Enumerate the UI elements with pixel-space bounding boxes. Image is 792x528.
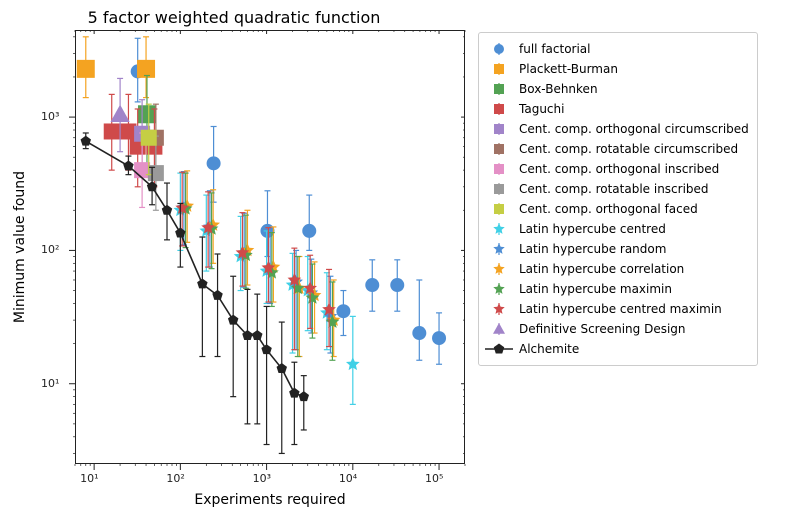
legend-label: Definitive Screening Design [519,322,686,336]
legend-label: Latin hypercube correlation [519,262,684,276]
legend-label: Alchemite [519,342,579,356]
legend-label: Cent. comp. rotatable inscribed [519,182,709,196]
legend-item: Latin hypercube centred [485,219,749,239]
legend-swatch [485,142,513,156]
legend-swatch [485,202,513,216]
legend-item: full factorial [485,39,749,59]
legend-item: Cent. comp. rotatable inscribed [485,179,749,199]
legend-swatch [485,62,513,76]
legend-label: Cent. comp. orthogonal faced [519,202,698,216]
legend-swatch [485,122,513,136]
legend-item: Taguchi [485,99,749,119]
legend-label: Latin hypercube maximin [519,282,672,296]
legend-swatch [485,162,513,176]
y-tick-label: 10² [41,243,59,256]
legend-item: Plackett-Burman [485,59,749,79]
legend-label: Cent. comp. rotatable circumscribed [519,142,738,156]
legend-item: Latin hypercube correlation [485,259,749,279]
legend-label: Latin hypercube random [519,242,666,256]
chart-container: 5 factor weighted quadratic function Exp… [0,0,792,528]
x-tick-label: 10³ [253,472,271,485]
legend-swatch [485,222,513,236]
legend-item: Definitive Screening Design [485,319,749,339]
x-tick-label: 10¹ [80,472,98,485]
legend-swatch [485,282,513,296]
legend-swatch [485,262,513,276]
legend-label: Plackett-Burman [519,62,618,76]
legend-label: full factorial [519,42,591,56]
legend-swatch [485,42,513,56]
legend-item: Cent. comp. orthogonal circumscribed [485,119,749,139]
legend-swatch [485,102,513,116]
legend-label: Latin hypercube centred [519,222,666,236]
legend-item: Cent. comp. rotatable circumscribed [485,139,749,159]
legend-swatch [485,242,513,256]
legend-item: Latin hypercube centred maximin [485,299,749,319]
legend-swatch [485,322,513,336]
legend-item: Latin hypercube maximin [485,279,749,299]
x-axis-label: Experiments required [75,492,465,508]
legend-swatch [485,82,513,96]
legend-swatch [485,342,513,356]
legend-item: Cent. comp. orthogonal inscribed [485,159,749,179]
legend-item: Cent. comp. orthogonal faced [485,199,749,219]
legend-item: Alchemite [485,339,749,359]
y-tick-label: 10³ [41,110,59,123]
legend-label: Taguchi [519,102,564,116]
y-axis-label: Minimum value found [12,30,28,464]
legend-label: Latin hypercube centred maximin [519,302,722,316]
x-tick-label: 10⁵ [425,472,443,485]
legend-label: Cent. comp. orthogonal circumscribed [519,122,749,136]
legend-item: Box-Behnken [485,79,749,99]
legend-swatch [485,182,513,196]
legend-label: Cent. comp. orthogonal inscribed [519,162,719,176]
legend: full factorial Plackett-Burman Box-Behnken… [478,32,758,366]
legend-swatch [485,302,513,316]
x-tick-label: 10² [166,472,184,485]
legend-label: Box-Behnken [519,82,598,96]
x-tick-label: 10⁴ [339,472,357,485]
y-tick-label: 10¹ [41,377,59,390]
legend-item: Latin hypercube random [485,239,749,259]
